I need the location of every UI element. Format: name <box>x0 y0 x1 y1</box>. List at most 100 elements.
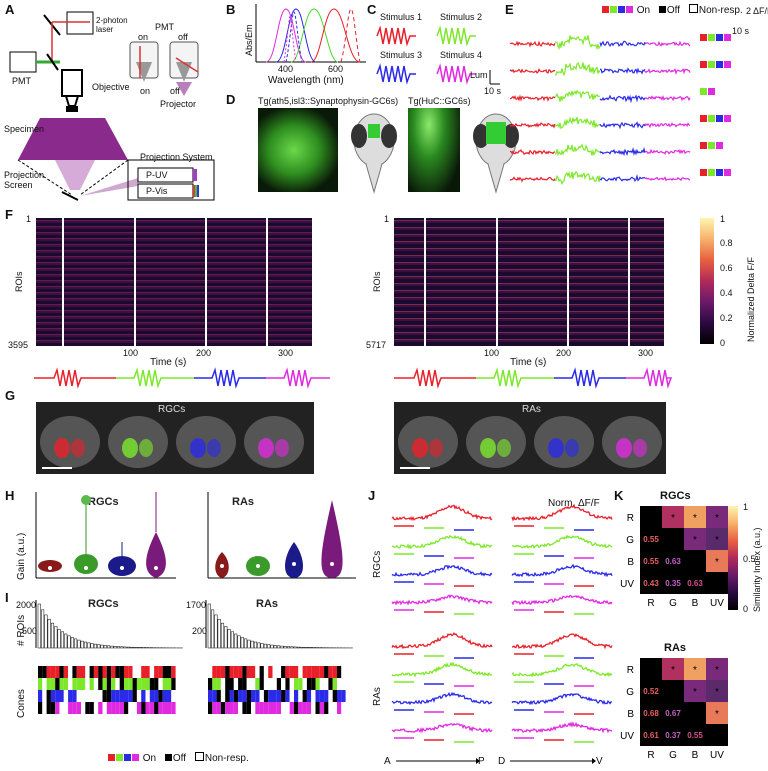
cone-cell <box>229 690 234 702</box>
cone-cell <box>225 678 230 690</box>
objective-label: Objective <box>92 82 130 92</box>
cone-cell <box>115 666 120 678</box>
ra-roi-ylabel: ROIs <box>372 271 382 292</box>
k-value: 0.37 <box>665 731 681 740</box>
brain-outline <box>466 416 526 468</box>
rgc-stim-waves <box>34 367 330 389</box>
hist-bar <box>107 645 111 649</box>
trace-segment <box>554 61 601 77</box>
cone-cell <box>337 702 342 714</box>
stimulus-3-label: Stimulus 3 <box>380 50 423 60</box>
cone-cell <box>281 678 286 690</box>
cone-cell <box>158 702 163 714</box>
cone-cell <box>233 666 239 678</box>
cone-cell <box>119 690 124 702</box>
hist-bar <box>240 637 244 649</box>
k-cell <box>684 724 706 746</box>
e-legend-off: Off <box>666 5 681 16</box>
k-star: * <box>693 665 697 676</box>
i-histogram-bars <box>35 600 353 649</box>
trace-segment <box>509 176 556 183</box>
rgc-xtick-200: 200 <box>196 348 212 358</box>
cone-cell <box>46 702 51 714</box>
cone-cell <box>281 666 286 678</box>
k-row-label: B <box>627 709 634 720</box>
off-label-top: off <box>178 32 188 42</box>
hist-bar <box>211 609 215 649</box>
projector-label: Projector <box>160 99 197 109</box>
cone-cell <box>59 666 64 678</box>
cone-cell <box>124 690 129 702</box>
cone-cell <box>158 678 163 690</box>
cone-cell <box>162 678 167 690</box>
cone-cell <box>111 702 116 714</box>
hist-bar <box>64 633 68 649</box>
cone-cell <box>294 702 299 714</box>
hist-bar <box>93 643 97 649</box>
cone-cell <box>251 702 256 714</box>
cone-cell <box>272 702 277 714</box>
cone-cell <box>212 678 217 690</box>
brain-activity <box>258 438 274 458</box>
k-cell <box>662 658 684 680</box>
cone-cell <box>225 690 230 702</box>
cone-cell <box>229 702 234 714</box>
panel-label-e: E <box>505 2 514 17</box>
cone-cell <box>337 690 342 702</box>
cone-cell <box>124 666 129 678</box>
line-1-label: Tg(ath5,isl3::Synaptophysin-GC6s) <box>258 96 399 106</box>
k-cell <box>706 724 728 746</box>
response-square <box>716 34 723 41</box>
k-row-label: R <box>627 513 634 524</box>
hist-bar <box>44 614 48 649</box>
hist-bar <box>133 647 137 649</box>
k-row-label: UV <box>620 579 634 590</box>
rgc-divider-2 <box>205 218 207 346</box>
k-cell <box>706 550 728 572</box>
cone-cell <box>162 666 167 678</box>
cone-cell <box>124 702 129 714</box>
response-square <box>700 61 707 68</box>
hist-bar <box>244 638 248 649</box>
k-cell <box>684 702 706 724</box>
k-star: * <box>671 513 675 524</box>
cone-cell <box>59 702 64 714</box>
cone-cell <box>102 690 107 702</box>
k-row-label: B <box>627 557 634 568</box>
brain-activity <box>548 438 564 458</box>
hist-bar <box>37 603 41 649</box>
k-cell <box>662 572 684 594</box>
cone-cell <box>59 690 64 702</box>
cone-cell <box>238 702 243 714</box>
j-trace <box>511 534 613 550</box>
cone-cell <box>132 702 137 714</box>
cone-cell <box>208 702 213 714</box>
cone-cell <box>119 702 124 714</box>
laser-label: 2-photon laser <box>96 16 128 34</box>
cones-label: Cones <box>16 689 27 718</box>
cone-cell <box>149 666 155 678</box>
cone-cell <box>324 690 329 702</box>
k-cell <box>662 506 684 528</box>
hist-bar <box>90 643 94 649</box>
hist-bar <box>273 645 277 649</box>
cone-cell <box>337 666 342 678</box>
h-ylabel: Gain (a.u.) <box>16 532 27 580</box>
cone-cell <box>302 678 307 690</box>
cone-cell <box>128 678 133 690</box>
k-star: * <box>693 513 697 524</box>
k-col-label: R <box>647 598 654 609</box>
hist-bar <box>220 622 225 649</box>
hist-bar <box>67 635 71 649</box>
cone-cell <box>298 690 303 702</box>
i-legend-off: Off <box>172 753 187 764</box>
lum-label: Lum <box>470 70 488 80</box>
trace-segment <box>644 122 691 129</box>
cone-cell <box>93 702 99 714</box>
response-square <box>724 169 731 176</box>
cone-cell <box>306 678 312 690</box>
k-value: 0.55 <box>643 535 659 544</box>
on-label-bottom: on <box>140 86 151 96</box>
k-row-label: G <box>626 687 634 698</box>
cone-cell <box>255 690 260 702</box>
